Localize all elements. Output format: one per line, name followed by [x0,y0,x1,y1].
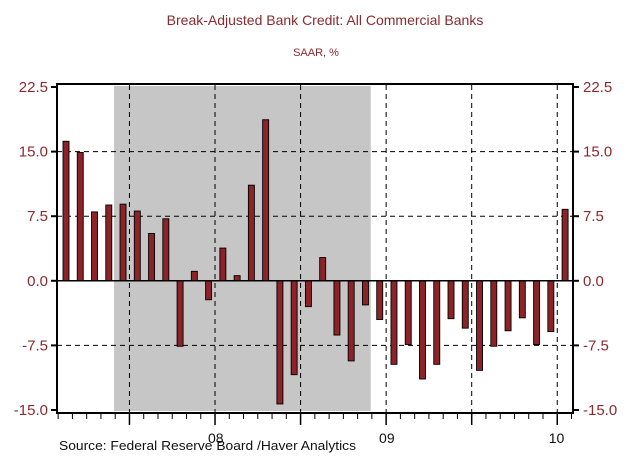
y-tick-label-left: 0.0 [27,273,48,290]
bar [276,280,284,405]
bar [91,211,98,282]
bar [533,280,541,345]
bar [62,140,70,282]
x-tick-label: 08 [208,430,224,446]
bar [262,119,270,282]
axes: 22.5 22.5 15.0 15.0 7.5 7.5 0.0 0.0 -7.5 -7.5 -15.… [14,79,617,446]
y-tick-label-right: -15.0 [583,402,617,419]
bar [333,280,341,336]
bar [433,280,441,365]
bar [190,270,198,282]
bar [319,257,327,282]
bar [233,275,241,282]
y-tick-label-right: 0.0 [583,273,604,290]
bar [119,203,127,282]
y-tick-label-right: 22.5 [583,79,612,96]
bar [390,280,398,365]
bar [518,280,526,319]
bar [148,232,156,282]
bar [476,280,483,371]
y-tick-label-left: 7.5 [27,208,48,225]
chart-subtitle: SAAR, % [293,47,339,59]
bar [404,280,412,345]
chart-title: Break-Adjusted Bank Credit: All Commerci… [167,12,484,28]
bar [162,218,170,282]
bar [247,184,255,282]
bar [76,152,84,282]
bars [62,119,569,405]
bar [347,280,355,362]
bar [504,280,512,332]
source-note: Source: Federal Reserve Board /Haver Ana… [59,438,357,453]
x-tick-label: 10 [549,430,565,446]
bar [547,280,555,333]
grid-lines [57,85,573,412]
y-tick-label-left: -15.0 [14,402,48,419]
bar [447,280,455,320]
bar [561,208,569,282]
recession-shading [114,86,371,411]
bar [461,280,469,329]
y-tick-label-left: 15.0 [19,144,48,161]
y-tick-label-right: 7.5 [583,208,604,225]
y-tick-label-left: -7.5 [22,337,48,354]
y-tick-label-right: 15.0 [583,144,612,161]
bar [304,280,312,308]
bar [105,204,113,282]
y-tick-label-right: -7.5 [583,337,609,354]
bar [362,280,369,306]
bar [376,280,384,321]
bar [205,280,213,301]
bar [219,247,227,282]
bar [133,210,141,282]
x-tick-label: 09 [379,430,395,446]
bar [419,280,426,380]
bar [176,280,184,347]
y-tick-label-left: 22.5 [19,79,48,96]
bar [290,280,298,376]
bar [490,280,498,347]
